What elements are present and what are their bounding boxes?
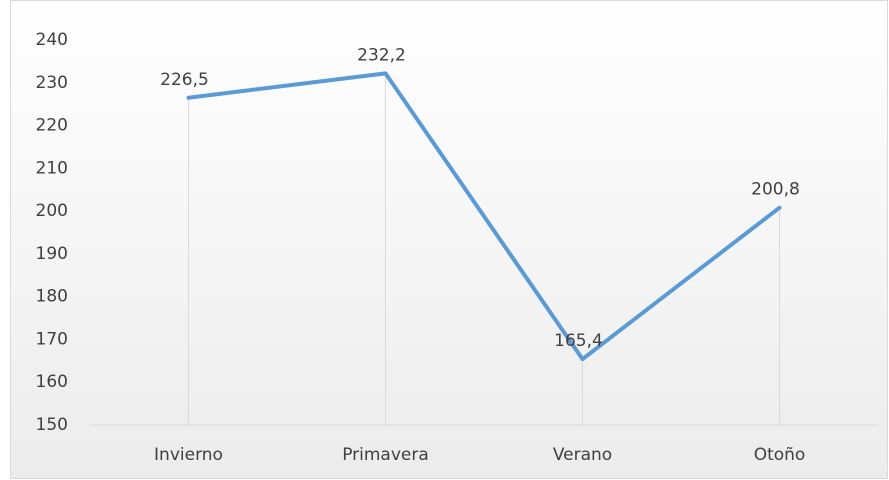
y-tick-label: 170	[36, 329, 68, 349]
data-label: 165,4	[554, 331, 603, 351]
data-label: 200,8	[751, 180, 800, 200]
y-tick-label: 230	[36, 73, 68, 93]
chart-background	[10, 0, 888, 479]
x-tick-label: Invierno	[154, 445, 223, 465]
data-label: 226,5	[160, 70, 209, 90]
y-tick-label: 240	[36, 30, 68, 50]
x-tick-label: Verano	[553, 445, 612, 465]
data-label: 232,2	[357, 45, 406, 65]
y-tick-label: 190	[36, 244, 68, 264]
x-tick-label: Primavera	[342, 445, 429, 465]
y-tick-label: 210	[36, 158, 68, 178]
y-tick-label: 160	[36, 372, 68, 392]
line-series	[186, 71, 782, 362]
y-tick-label: 180	[36, 287, 68, 307]
y-tick-label: 220	[36, 116, 68, 136]
y-tick-label: 150	[36, 415, 68, 435]
x-tick-label: Otoño	[754, 445, 806, 465]
y-tick-label: 200	[36, 201, 68, 221]
